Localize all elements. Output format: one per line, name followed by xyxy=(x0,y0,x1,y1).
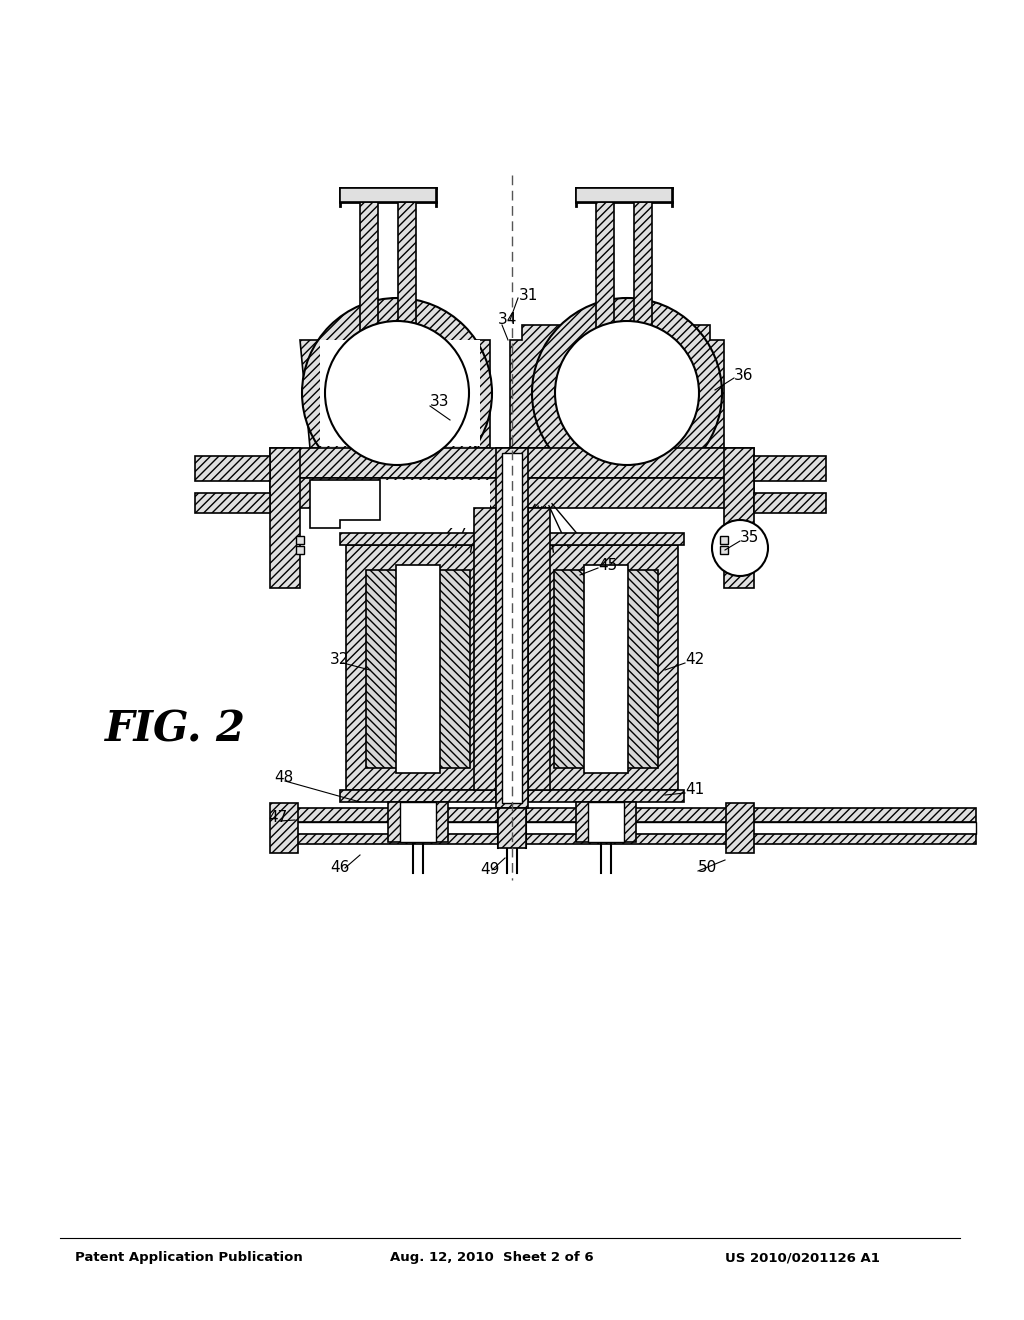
Circle shape xyxy=(712,520,768,576)
Circle shape xyxy=(555,321,699,465)
Bar xyxy=(270,447,300,587)
Bar xyxy=(512,822,976,834)
Bar xyxy=(512,834,976,843)
Bar xyxy=(296,546,304,554)
Text: 33: 33 xyxy=(430,395,450,409)
Text: 42: 42 xyxy=(685,652,705,668)
Circle shape xyxy=(325,321,469,465)
Bar xyxy=(396,565,440,774)
Bar xyxy=(270,478,512,508)
Bar xyxy=(634,202,652,341)
Bar xyxy=(596,202,614,341)
Bar xyxy=(280,822,512,834)
Bar xyxy=(584,565,628,774)
Text: 49: 49 xyxy=(480,862,500,878)
Bar xyxy=(512,447,754,478)
Text: 46: 46 xyxy=(330,861,349,875)
Text: 47: 47 xyxy=(268,810,288,825)
Bar xyxy=(498,808,526,847)
Bar xyxy=(474,508,496,789)
Text: 34: 34 xyxy=(498,313,517,327)
Circle shape xyxy=(302,298,492,488)
Circle shape xyxy=(532,298,722,488)
Text: 32: 32 xyxy=(330,652,349,668)
Bar xyxy=(398,202,416,341)
Bar xyxy=(720,536,728,544)
Bar xyxy=(528,508,550,789)
Polygon shape xyxy=(310,480,380,528)
Text: 48: 48 xyxy=(274,771,293,785)
Polygon shape xyxy=(319,341,480,446)
Bar xyxy=(280,808,512,822)
Bar xyxy=(528,789,684,803)
Bar xyxy=(400,803,436,842)
Text: US 2010/0201126 A1: US 2010/0201126 A1 xyxy=(725,1251,880,1265)
Bar xyxy=(195,492,270,513)
Bar xyxy=(280,834,512,843)
Bar xyxy=(270,803,298,853)
Text: FIG. 2: FIG. 2 xyxy=(104,709,246,751)
Text: 45: 45 xyxy=(598,557,617,573)
Bar xyxy=(360,202,378,341)
Text: 31: 31 xyxy=(519,288,539,302)
Bar xyxy=(726,803,754,853)
Bar xyxy=(512,808,976,822)
Bar xyxy=(502,453,522,803)
Bar xyxy=(195,455,270,480)
Text: 50: 50 xyxy=(698,861,717,875)
Text: Aug. 12, 2010  Sheet 2 of 6: Aug. 12, 2010 Sheet 2 of 6 xyxy=(390,1251,594,1265)
Bar xyxy=(270,447,512,478)
Bar xyxy=(366,570,470,768)
Text: Patent Application Publication: Patent Application Publication xyxy=(75,1251,303,1265)
Bar xyxy=(340,789,496,803)
Bar xyxy=(496,447,528,808)
Bar xyxy=(296,536,304,544)
Polygon shape xyxy=(310,480,490,528)
Bar xyxy=(528,533,684,545)
Bar xyxy=(340,187,436,202)
Bar xyxy=(575,803,636,842)
Bar xyxy=(534,545,678,789)
Bar xyxy=(554,570,658,768)
Bar xyxy=(340,533,496,545)
Polygon shape xyxy=(510,325,724,447)
Bar xyxy=(346,545,490,789)
Bar xyxy=(754,492,826,513)
Text: 41: 41 xyxy=(685,783,705,797)
Bar xyxy=(754,455,826,480)
Bar xyxy=(588,803,624,842)
Bar xyxy=(388,803,449,842)
Bar xyxy=(575,187,672,202)
Text: 36: 36 xyxy=(734,367,754,383)
Bar xyxy=(512,478,754,508)
Text: 35: 35 xyxy=(740,531,760,545)
Bar xyxy=(724,447,754,587)
Bar xyxy=(720,546,728,554)
Polygon shape xyxy=(300,325,490,447)
